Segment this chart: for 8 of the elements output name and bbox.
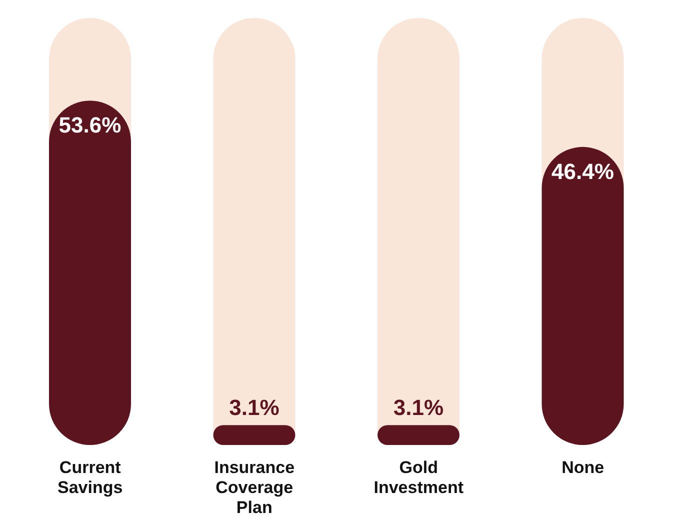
x-tick-label: Current Savings bbox=[58, 458, 123, 497]
data-label: 3.1% bbox=[393, 395, 444, 420]
x-tick-label: Gold Investment bbox=[374, 458, 464, 497]
data-label: 53.6% bbox=[58, 112, 122, 138]
data-label: 3.1% bbox=[229, 395, 280, 420]
data-label: 46.4% bbox=[552, 158, 614, 184]
x-tick-label: Insurance Coverage Plan bbox=[214, 458, 295, 517]
x-tick-label: None bbox=[562, 458, 604, 477]
